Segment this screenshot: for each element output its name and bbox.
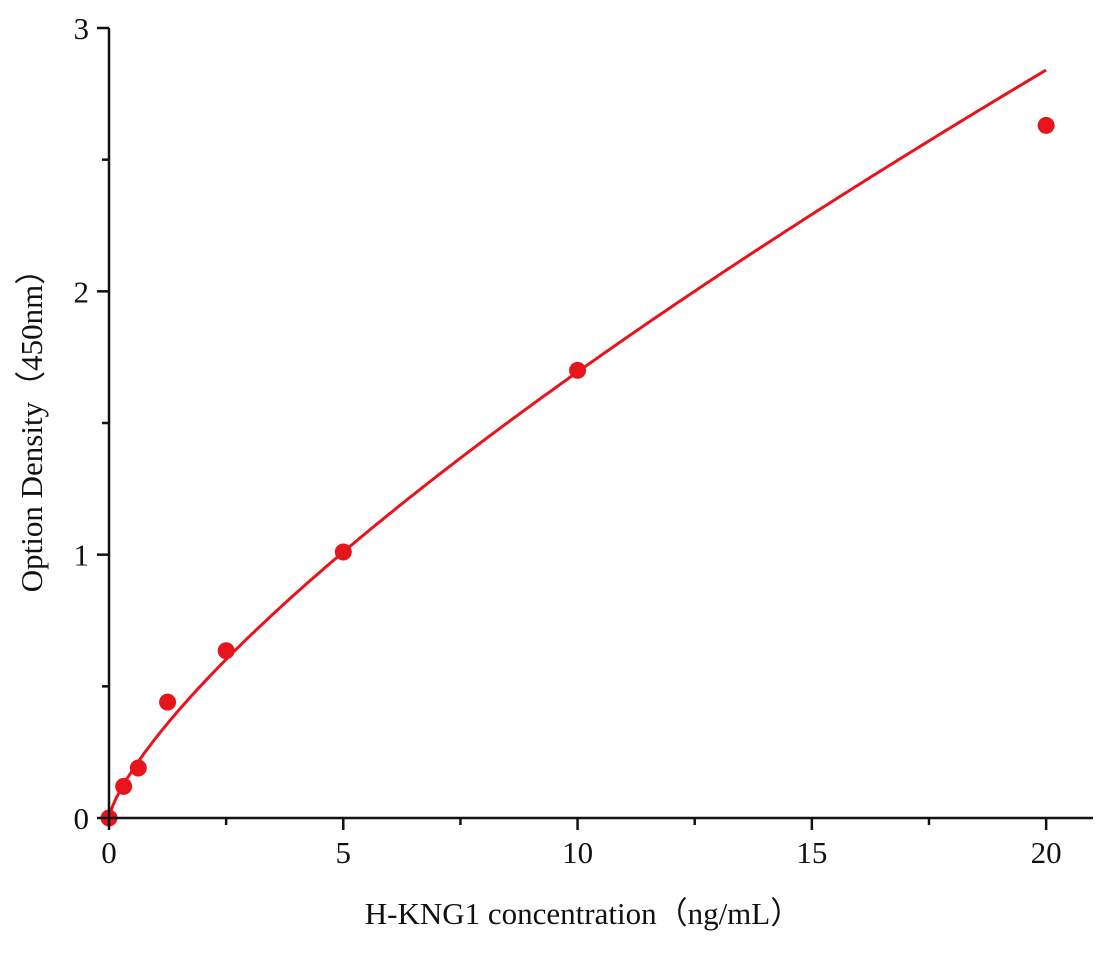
x-tick-label: 10 bbox=[562, 835, 593, 870]
data-point bbox=[1037, 116, 1055, 134]
x-axis-title: H-KNG1 concentration（ng/mL） bbox=[365, 896, 801, 931]
fit-curve bbox=[107, 68, 1047, 819]
x-tick-label: 5 bbox=[336, 835, 352, 870]
data-point bbox=[159, 693, 177, 711]
fit-curve-layer bbox=[107, 68, 1047, 819]
y-tick-label: 0 bbox=[74, 801, 90, 836]
x-tick-label: 0 bbox=[101, 835, 117, 870]
tick-labels: 0 5 10 15 20 0 1 2 3 bbox=[74, 11, 1062, 870]
data-point bbox=[115, 777, 133, 795]
data-point bbox=[334, 543, 352, 561]
data-points-layer bbox=[100, 116, 1055, 827]
y-tick-label: 3 bbox=[74, 11, 90, 46]
y-tick-label: 2 bbox=[74, 274, 90, 309]
x-tick-label: 20 bbox=[1031, 835, 1062, 870]
data-point bbox=[569, 361, 587, 379]
y-axis-title: Option Density（450nm） bbox=[14, 254, 49, 592]
data-point bbox=[129, 759, 147, 777]
x-tick-label: 15 bbox=[796, 835, 827, 870]
data-point bbox=[217, 642, 235, 660]
axes bbox=[97, 26, 1093, 830]
y-tick-label: 1 bbox=[74, 538, 90, 573]
